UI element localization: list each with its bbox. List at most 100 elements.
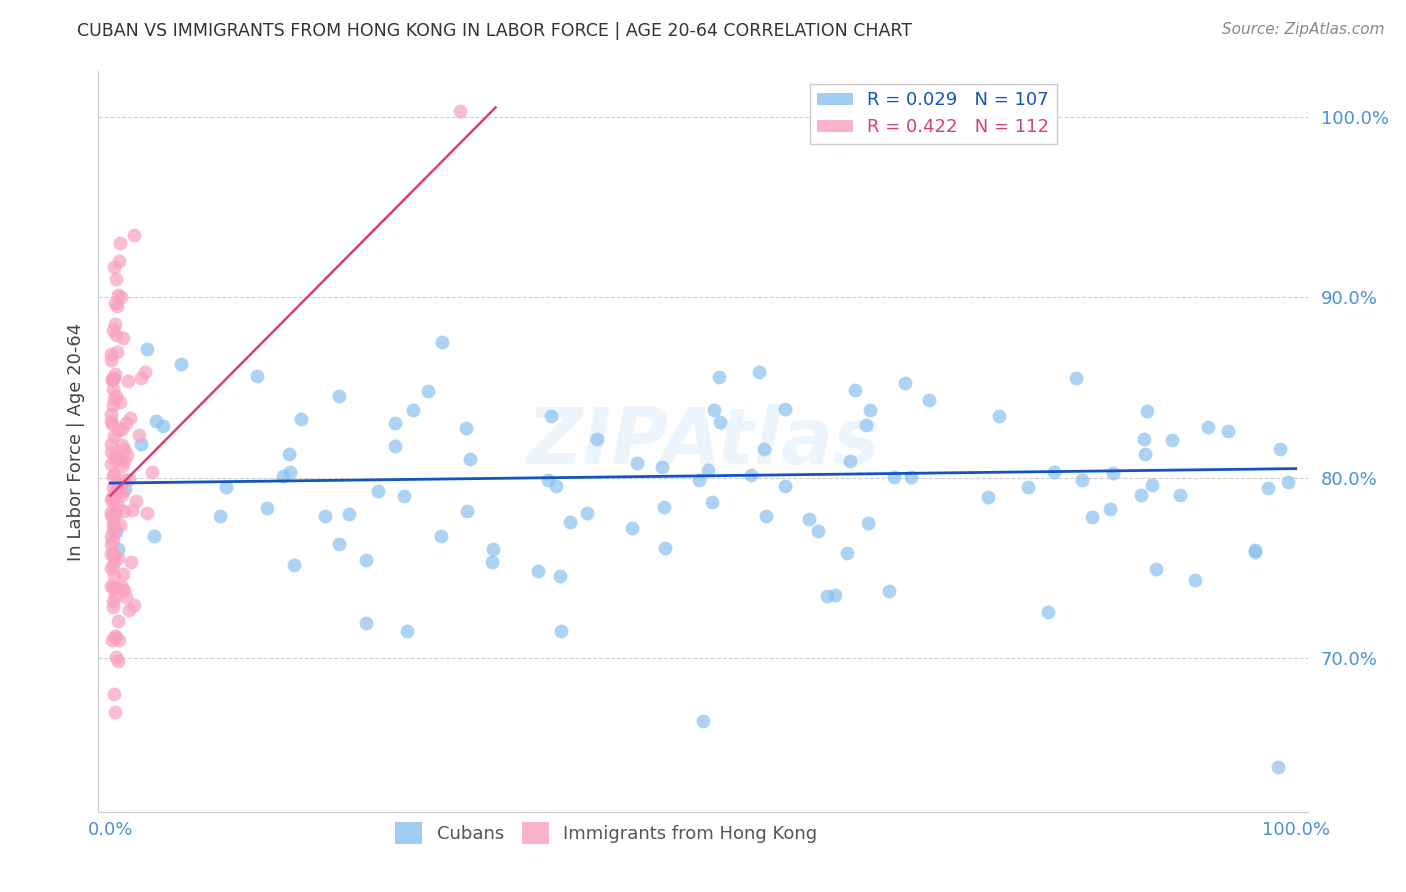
Point	[527, 564, 550, 578]
Point	[1160, 434, 1182, 448]
Point	[128, 427, 150, 442]
Point	[481, 555, 503, 569]
Point	[384, 417, 406, 431]
Point	[112, 504, 135, 518]
Point	[101, 599, 124, 614]
Point	[278, 466, 301, 480]
Text: CUBAN VS IMMIGRANTS FROM HONG KONG IN LABOR FORCE | AGE 20-64 CORRELATION CHART: CUBAN VS IMMIGRANTS FROM HONG KONG IN LA…	[77, 22, 912, 40]
Point	[328, 389, 350, 403]
Point	[290, 412, 312, 426]
Point	[100, 413, 122, 427]
Point	[112, 453, 135, 467]
Point	[107, 287, 129, 301]
Point	[815, 589, 838, 603]
Point	[1168, 488, 1191, 502]
Point	[855, 417, 877, 432]
Point	[104, 629, 127, 643]
Point	[100, 492, 122, 507]
Point	[107, 423, 129, 437]
Point	[100, 529, 122, 543]
Point	[117, 374, 139, 388]
Point	[104, 589, 127, 603]
Point	[104, 630, 127, 644]
Point	[883, 470, 905, 484]
Point	[107, 654, 129, 668]
Point	[104, 452, 127, 467]
Point	[988, 409, 1011, 423]
Point	[402, 403, 425, 417]
Point	[114, 482, 136, 496]
Point	[620, 521, 643, 535]
Point	[918, 392, 941, 407]
Point	[101, 523, 124, 537]
Point	[354, 553, 377, 567]
Point	[100, 547, 122, 561]
Point	[100, 505, 122, 519]
Point	[105, 328, 128, 343]
Point	[844, 383, 866, 397]
Point	[626, 456, 648, 470]
Point	[129, 371, 152, 385]
Point	[692, 714, 714, 729]
Point	[112, 442, 135, 456]
Point	[558, 516, 581, 530]
Point	[1244, 543, 1267, 558]
Point	[104, 706, 127, 720]
Point	[688, 474, 710, 488]
Point	[458, 451, 481, 466]
Point	[115, 448, 138, 462]
Point	[1144, 562, 1167, 576]
Point	[314, 508, 336, 523]
Point	[900, 469, 922, 483]
Point	[696, 463, 718, 477]
Point	[429, 529, 451, 543]
Point	[654, 541, 676, 556]
Y-axis label: In Labor Force | Age 20-64: In Labor Force | Age 20-64	[66, 322, 84, 561]
Point	[105, 580, 128, 594]
Point	[107, 451, 129, 466]
Point	[703, 402, 725, 417]
Point	[105, 450, 128, 465]
Point	[118, 472, 141, 486]
Point	[246, 368, 269, 383]
Point	[107, 551, 129, 566]
Point	[1042, 465, 1064, 479]
Point	[740, 468, 762, 483]
Point	[103, 392, 125, 406]
Point	[107, 499, 129, 513]
Point	[111, 483, 134, 498]
Point	[110, 394, 132, 409]
Point	[748, 365, 770, 379]
Point	[215, 480, 238, 494]
Point	[100, 457, 122, 471]
Point	[354, 616, 377, 631]
Point	[170, 357, 193, 371]
Point	[100, 508, 122, 522]
Point	[114, 591, 136, 605]
Point	[456, 421, 478, 435]
Point	[1243, 545, 1265, 559]
Point	[755, 509, 778, 524]
Point	[773, 479, 796, 493]
Point	[103, 568, 125, 582]
Point	[103, 260, 125, 275]
Point	[103, 687, 125, 701]
Point	[1017, 480, 1039, 494]
Point	[104, 448, 127, 462]
Point	[122, 227, 145, 242]
Point	[586, 432, 609, 446]
Point	[110, 290, 132, 304]
Point	[101, 398, 124, 412]
Text: Source: ZipAtlas.com: Source: ZipAtlas.com	[1222, 22, 1385, 37]
Point	[1270, 442, 1292, 456]
Point	[111, 330, 134, 344]
Point	[135, 506, 157, 520]
Point	[328, 537, 350, 551]
Point	[103, 519, 125, 533]
Point	[115, 417, 138, 431]
Point	[877, 584, 900, 599]
Point	[101, 581, 124, 595]
Point	[754, 442, 776, 457]
Point	[395, 624, 418, 639]
Point	[103, 323, 125, 337]
